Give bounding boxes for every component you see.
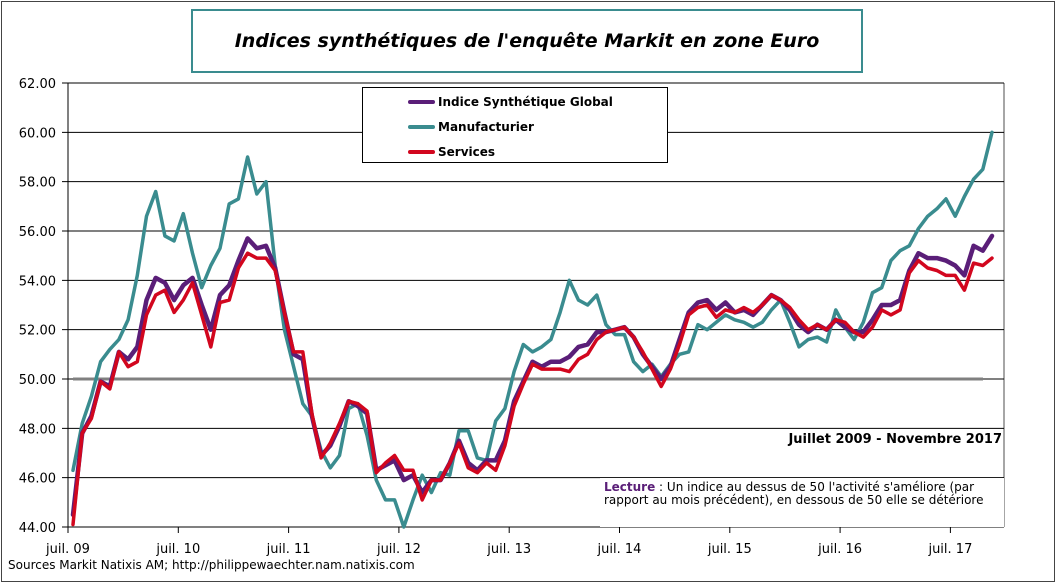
title-box: Indices synthétiques de l'enquête Markit…	[191, 9, 863, 73]
x-tick-label: juil. 17	[927, 542, 972, 557]
gridlines	[62, 82, 1005, 528]
chart-title: Indices synthétiques de l'enquête Markit…	[234, 30, 820, 52]
series-lines	[70, 130, 995, 529]
y-tick-label: 58.00	[19, 176, 56, 191]
reading-note: Lecture : Un indice au dessus de 50 l'ac…	[600, 478, 1004, 527]
legend-swatch-services	[408, 150, 435, 154]
legend-item-global: Indice Synthétique Global	[408, 95, 613, 109]
x-axis: juil. 09 juil. 10 juil. 11 juil. 12 juil. 13…	[45, 526, 1004, 557]
y-tick-label: 46.00	[19, 472, 56, 487]
x-tick-label: juil. 16	[817, 542, 862, 557]
y-tick-label: 56.00	[19, 225, 56, 240]
legend-label: Services	[438, 145, 496, 159]
series-line-services	[71, 251, 994, 527]
series-line-indice-synth-tique-global	[70, 233, 995, 517]
x-tick-label: juil. 12	[376, 542, 421, 557]
sources-note: Sources Markit Natixis AM; http://philip…	[8, 558, 415, 572]
x-tick-label: juil. 13	[486, 542, 531, 557]
y-tick-label: 44.00	[19, 521, 56, 536]
y-tick-label: 48.00	[19, 422, 56, 437]
y-tick-label: 62.00	[19, 77, 56, 92]
period-label: Juillet 2009 - Novembre 2017	[788, 432, 1002, 447]
y-tick-label: 52.00	[19, 324, 56, 339]
legend-item-manufacturier: Manufacturier	[408, 120, 534, 134]
y-tick-label: 54.00	[19, 274, 56, 289]
legend-label: Manufacturier	[438, 120, 534, 134]
x-tick-label: juil. 10	[155, 542, 200, 557]
reading-note-label: Lecture	[604, 480, 656, 494]
legend-item-services: Services	[408, 145, 495, 159]
legend: Indice Synthétique Global Manufacturier …	[362, 87, 668, 163]
reading-note-text: : Un indice au dessus de 50 l'activité s…	[604, 480, 984, 507]
x-tick-label: juil. 14	[597, 542, 642, 557]
legend-label: Indice Synthétique Global	[438, 95, 613, 109]
series-line-manufacturier	[71, 130, 994, 529]
x-tick-label: juil. 09	[45, 542, 90, 557]
y-tick-label: 60.00	[19, 126, 56, 141]
legend-swatch-global	[408, 100, 435, 104]
legend-swatch-manufacturier	[408, 125, 435, 129]
y-axis: 44.00 46.00 48.00 50.00 52.00 54.00 56.00 58.00…	[19, 77, 69, 536]
x-tick-label: juil. 11	[266, 542, 311, 557]
x-tick-label: juil. 15	[707, 542, 752, 557]
y-tick-label: 50.00	[19, 373, 56, 388]
